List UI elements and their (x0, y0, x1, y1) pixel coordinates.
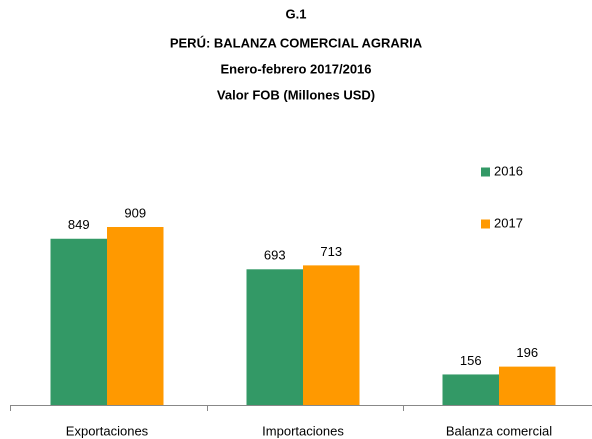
data-label: 849 (68, 217, 90, 232)
x-tick-label: Importaciones (262, 423, 344, 438)
chart-subtitle: Valor FOB (Millones USD) (217, 87, 375, 102)
bar (442, 374, 499, 405)
data-label: 156 (460, 353, 482, 368)
bar (303, 265, 360, 405)
bar (499, 366, 556, 405)
data-label: 909 (124, 205, 146, 220)
legend-label: 2016 (494, 163, 523, 178)
legend-swatch (481, 219, 490, 229)
x-tick-label: Balanza comercial (446, 423, 552, 438)
chart-subtitle: Enero-febrero 2017/2016 (220, 61, 371, 76)
bar (107, 227, 164, 405)
x-tick-label: Exportaciones (66, 423, 149, 438)
chart-title: G.1 (286, 6, 307, 21)
bar (50, 238, 107, 405)
bar (246, 269, 303, 405)
legend-label: 2017 (494, 215, 523, 230)
data-label: 196 (516, 345, 538, 360)
chart-subtitle: PERÚ: BALANZA COMERCIAL AGRARIA (170, 35, 423, 50)
data-label: 693 (264, 248, 286, 263)
legend-swatch (481, 167, 490, 177)
data-label: 713 (320, 244, 342, 259)
